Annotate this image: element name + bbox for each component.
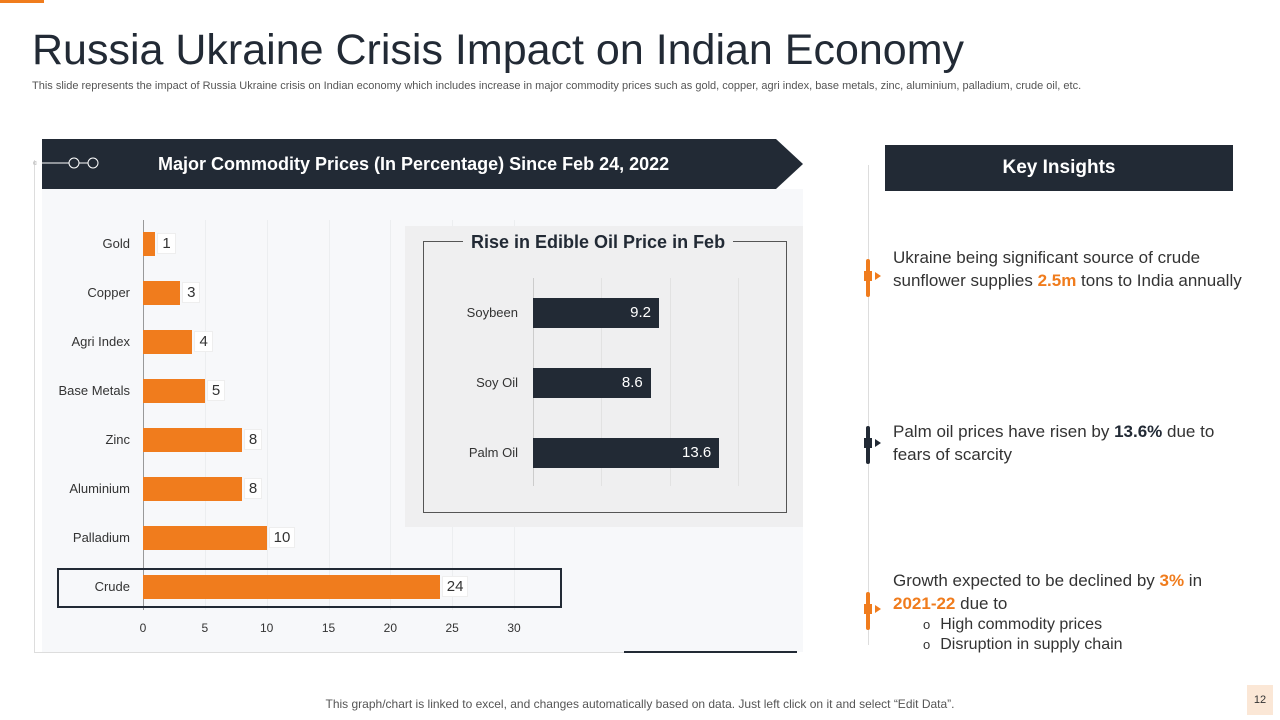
connector-icon xyxy=(33,157,99,169)
timeline-marker xyxy=(864,426,881,464)
gridline xyxy=(738,278,740,486)
gridline xyxy=(328,220,330,610)
category-label: Palm Oil xyxy=(468,445,518,460)
bar: 13.6 xyxy=(533,438,720,468)
category-label: Zinc xyxy=(105,432,130,447)
category-label: Palladium xyxy=(72,530,130,545)
timeline-marker xyxy=(864,259,881,297)
data-label: 1 xyxy=(157,233,176,254)
x-tick-label: 0 xyxy=(139,621,147,635)
gridline xyxy=(390,220,392,610)
data-label: 8 xyxy=(243,429,263,450)
page-title: Russia Ukraine Crisis Impact on Indian E… xyxy=(32,26,965,74)
data-label: 24 xyxy=(441,576,469,597)
data-label: 4 xyxy=(194,331,213,352)
bar xyxy=(143,330,193,354)
bullet-item: High commodity prices xyxy=(923,615,1243,635)
x-tick-label: 10 xyxy=(259,621,274,635)
category-label: Crude xyxy=(94,579,130,594)
insight-2: Palm oil prices have risen by 13.6% due … xyxy=(893,422,1215,464)
bar xyxy=(143,379,205,403)
y-axis xyxy=(143,220,144,610)
insight-bullets: High commodity pricesDisruption in suppl… xyxy=(923,615,1243,655)
category-label: Soy Oil xyxy=(476,375,518,390)
corner-accent xyxy=(0,0,44,3)
insight-3: Growth expected to be declined by 3% in … xyxy=(893,570,1243,655)
gridline xyxy=(669,278,671,486)
category-label: Gold xyxy=(102,236,130,251)
bar xyxy=(143,477,242,501)
timeline-marker xyxy=(864,592,881,630)
category-label: Copper xyxy=(87,285,130,300)
divider xyxy=(34,652,624,653)
page-subtitle: This slide represents the impact of Russ… xyxy=(32,80,1082,92)
x-tick-label: 25 xyxy=(445,621,459,635)
bar xyxy=(143,281,181,305)
key-insights-header: Key Insights xyxy=(885,145,1233,191)
x-tick-label: 15 xyxy=(321,621,336,635)
edible-oil-title: Rise in Edible Oil Price in Feb xyxy=(463,232,734,253)
x-tick-label: 30 xyxy=(507,621,521,635)
category-label: Soybeen xyxy=(466,305,518,320)
data-label: 8 xyxy=(243,478,263,499)
page-number: 12 xyxy=(1247,685,1273,715)
insight-1: Ukraine being significant source of crud… xyxy=(893,248,1242,290)
divider xyxy=(34,160,35,652)
footer-note: This graph/chart is linked to excel, and… xyxy=(325,697,955,711)
gridline xyxy=(204,220,206,610)
bullet-item: Disruption in supply chain xyxy=(923,635,1243,655)
category-label: Agri Index xyxy=(71,334,130,349)
bar xyxy=(143,428,242,452)
divider xyxy=(624,651,797,653)
x-tick-label: 5 xyxy=(201,621,209,635)
chart-banner xyxy=(42,139,803,189)
timeline-line xyxy=(868,165,869,645)
highlight-box xyxy=(57,568,562,608)
bar: 9.2 xyxy=(533,298,659,328)
data-label: 5 xyxy=(206,380,226,401)
category-label: Base Metals xyxy=(58,383,130,398)
bar xyxy=(143,232,156,256)
x-tick-label: 20 xyxy=(383,621,397,635)
category-label: Aluminium xyxy=(69,481,130,496)
gridline xyxy=(266,220,268,610)
chart-banner-title: Major Commodity Prices (In Percentage) S… xyxy=(158,154,670,174)
bar xyxy=(143,526,267,550)
bar: 8.6 xyxy=(533,368,651,398)
data-label: 10 xyxy=(268,527,296,548)
data-label: 3 xyxy=(182,282,201,303)
bar xyxy=(143,575,440,599)
